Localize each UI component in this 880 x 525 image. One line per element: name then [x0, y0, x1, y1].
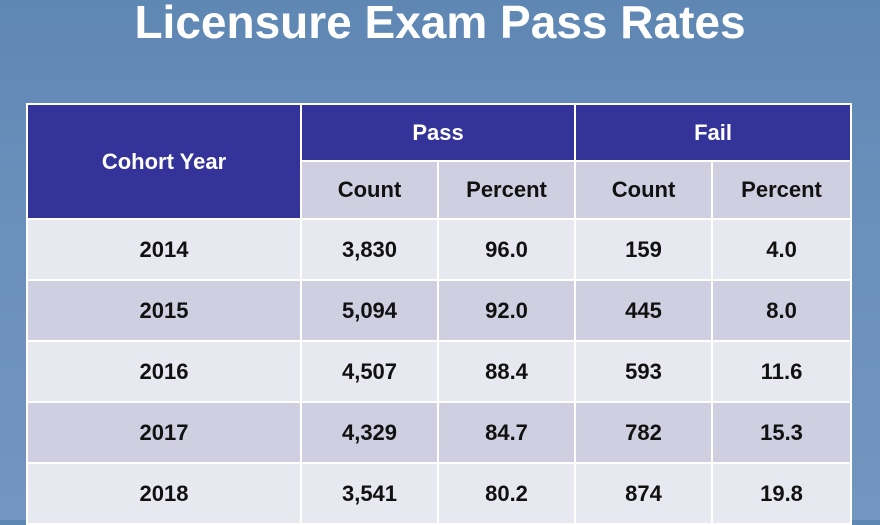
table-row: 2017 4,329 84.7 782 15.3 — [26, 401, 853, 464]
cell-cohort-year: 2015 — [26, 279, 302, 342]
cell-pass-percent: 92.0 — [436, 279, 577, 342]
cell-pass-count: 4,507 — [300, 340, 439, 403]
cell-pass-count: 5,094 — [300, 279, 439, 342]
cell-pass-percent: 88.4 — [436, 340, 577, 403]
cell-fail-percent: 11.6 — [711, 340, 853, 403]
table-row: 2018 3,541 80.2 874 19.8 — [26, 462, 853, 525]
cell-cohort-year: 2018 — [26, 462, 302, 525]
cell-fail-percent: 8.0 — [711, 279, 853, 342]
cell-fail-percent: 15.3 — [711, 401, 853, 464]
cell-fail-percent: 4.0 — [711, 218, 853, 281]
table-row: 2014 3,830 96.0 159 4.0 — [26, 218, 853, 281]
subheader-fail-count: Count — [574, 160, 714, 220]
cell-fail-count: 593 — [574, 340, 714, 403]
pass-rates-table: Cohort Year Pass Fail Count Percent Coun… — [26, 103, 853, 525]
cell-cohort-year: 2014 — [26, 218, 302, 281]
cell-fail-count: 782 — [574, 401, 714, 464]
cell-fail-count: 874 — [574, 462, 714, 525]
cell-fail-percent: 19.8 — [711, 462, 853, 525]
header-pass: Pass — [299, 103, 577, 162]
cell-pass-percent: 96.0 — [436, 218, 577, 281]
cell-pass-count: 3,541 — [300, 462, 439, 525]
cell-pass-count: 3,830 — [300, 218, 439, 281]
header-fail: Fail — [574, 103, 853, 162]
cell-pass-percent: 80.2 — [436, 462, 577, 525]
subheader-pass-percent: Percent — [436, 160, 577, 220]
cell-fail-count: 445 — [574, 279, 714, 342]
subheader-fail-percent: Percent — [711, 160, 853, 220]
cell-cohort-year: 2017 — [26, 401, 302, 464]
table-row: 2015 5,094 92.0 445 8.0 — [26, 279, 853, 342]
table-row: 2016 4,507 88.4 593 11.6 — [26, 340, 853, 403]
cell-pass-count: 4,329 — [300, 401, 439, 464]
cell-fail-count: 159 — [574, 218, 714, 281]
header-cohort-year: Cohort Year — [26, 103, 302, 220]
cell-pass-percent: 84.7 — [436, 401, 577, 464]
page-title: Licensure Exam Pass Rates — [134, 0, 746, 48]
cell-cohort-year: 2016 — [26, 340, 302, 403]
subheader-pass-count: Count — [300, 160, 439, 220]
